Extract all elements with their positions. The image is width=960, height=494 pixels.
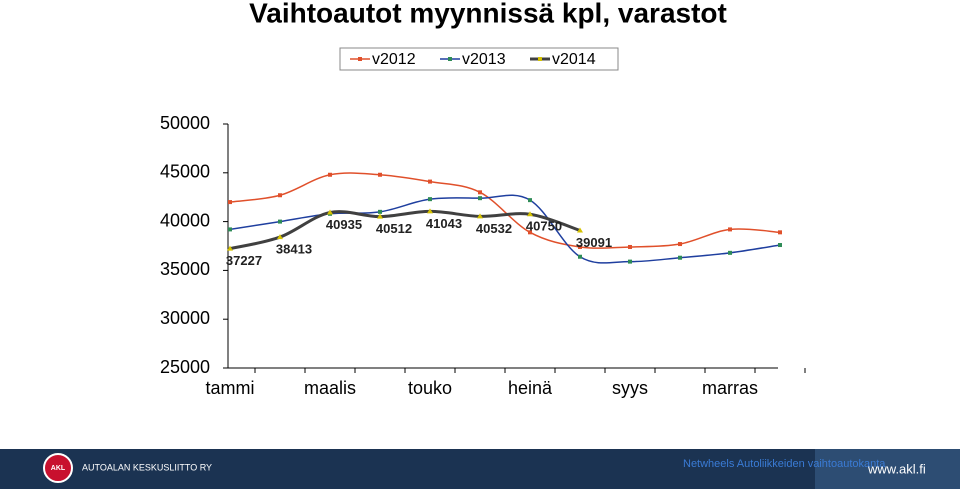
legend-label: v2013	[462, 51, 506, 68]
x-tick-label: touko	[408, 378, 452, 398]
series-line	[229, 172, 781, 249]
y-tick-label: 25000	[160, 357, 210, 377]
x-tick-label: syys	[612, 378, 648, 398]
logo-text: AKL	[51, 465, 66, 472]
marker	[327, 209, 333, 215]
marker	[477, 213, 483, 219]
marker	[428, 197, 432, 202]
marker	[678, 242, 682, 247]
x-tick-label: tammi	[206, 378, 255, 398]
y-tick-label: 50000	[160, 113, 210, 133]
marker	[277, 234, 283, 240]
marker	[228, 227, 232, 232]
data-label: 37227	[226, 253, 262, 268]
source: Netwheels Autoliikkeiden vaihtoautokanta	[683, 458, 886, 470]
data-label: 38413	[276, 242, 312, 257]
logo	[43, 453, 73, 483]
marker	[528, 230, 532, 235]
marker	[278, 193, 282, 198]
marker	[227, 245, 233, 251]
data-label: 39091	[576, 235, 612, 250]
x-tick-label: marras	[702, 378, 758, 398]
legend-box	[339, 47, 619, 71]
marker	[728, 250, 732, 255]
x-tick-label: maalis	[304, 378, 356, 398]
legend-label: v2012	[372, 51, 416, 68]
marker	[678, 255, 682, 260]
marker	[377, 213, 383, 219]
marker	[778, 243, 782, 248]
marker	[528, 198, 532, 203]
marker	[728, 227, 732, 232]
legend-label: v2014	[552, 51, 596, 68]
marker	[577, 227, 583, 233]
series-line	[229, 209, 581, 251]
marker	[378, 172, 382, 177]
plot: 25000 30000 35000 40000 45000 50000 tammi maali…	[160, 51, 806, 398]
footer-url-block	[815, 449, 960, 489]
marker	[228, 200, 232, 205]
marker	[778, 230, 782, 235]
url: www.akl.fi	[867, 461, 926, 476]
marker	[478, 196, 482, 201]
data-label: 41043	[426, 216, 462, 231]
data-label: 40512	[376, 221, 412, 236]
x-tick-label: heinä	[508, 378, 553, 398]
organization: AUTOALAN KESKUSLIITTO RY	[82, 462, 212, 472]
legend-marker	[358, 57, 362, 61]
marker	[378, 209, 382, 214]
marker	[278, 219, 282, 224]
marker	[427, 208, 433, 214]
marker	[328, 172, 332, 177]
y-tick-label: 35000	[160, 259, 210, 279]
legend-marker	[538, 57, 542, 61]
marker	[578, 244, 582, 249]
footer-band	[0, 449, 960, 489]
marker	[578, 254, 582, 259]
y-tick-label: 40000	[160, 210, 210, 230]
marker	[628, 244, 632, 249]
marker	[428, 179, 432, 184]
legend-marker	[448, 57, 452, 61]
y-tick-label: 45000	[160, 162, 210, 182]
data-label: 40935	[326, 217, 362, 232]
data-label: 40532	[476, 221, 512, 236]
marker	[478, 190, 482, 195]
y-tick-label: 30000	[160, 308, 210, 328]
chart-title: Vaihtoautot myynnissä kpl, varastot	[249, 0, 727, 28]
marker	[527, 211, 533, 217]
data-label: 40750	[526, 219, 562, 234]
marker	[628, 259, 632, 264]
